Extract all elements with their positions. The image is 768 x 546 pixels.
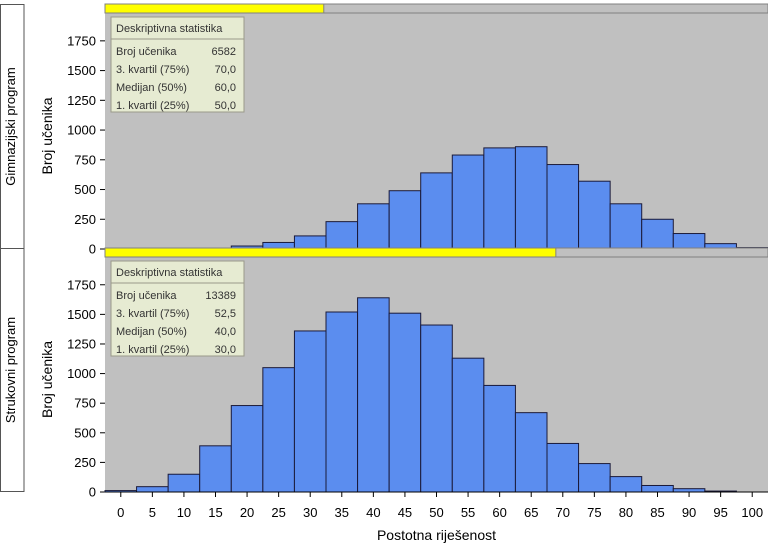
stats-row-value: 50,0 bbox=[215, 100, 236, 112]
y-tick-label: 1250 bbox=[67, 336, 96, 351]
x-tick-label: 60 bbox=[492, 505, 506, 520]
stats-title: Deskriptivna statistika bbox=[116, 267, 223, 279]
histogram-bar bbox=[483, 147, 516, 250]
stats-row-label: 3. kvartil (75%) bbox=[116, 64, 189, 76]
x-tick-label: 30 bbox=[303, 505, 317, 520]
x-tick-label: 25 bbox=[271, 505, 285, 520]
histogram-bar bbox=[514, 146, 548, 250]
histogram-bar bbox=[325, 311, 359, 493]
histogram-bar bbox=[451, 154, 485, 250]
x-tick-label: 85 bbox=[650, 505, 664, 520]
stats-row-label: 3. kvartil (75%) bbox=[116, 308, 189, 320]
x-tick-label: 0 bbox=[117, 505, 124, 520]
stats-row-label: Broj učenika bbox=[116, 46, 177, 58]
stats-box bbox=[110, 260, 245, 357]
y-tick-label: 1500 bbox=[67, 63, 96, 78]
y-tick-label: 500 bbox=[74, 182, 96, 197]
histogram-bar bbox=[167, 473, 201, 493]
x-tick-label: 80 bbox=[619, 505, 633, 520]
histogram-bar bbox=[420, 172, 453, 250]
stats-row-value: 13389 bbox=[205, 290, 236, 302]
y-axis-title: Broj učenika bbox=[39, 97, 55, 174]
histogram-bar bbox=[325, 221, 359, 250]
progress-fill bbox=[104, 247, 557, 258]
x-tick-label: 75 bbox=[587, 505, 601, 520]
histogram-bar bbox=[388, 190, 422, 250]
histogram-bar bbox=[357, 297, 390, 493]
x-tick-label: 70 bbox=[556, 505, 570, 520]
stats-row-label: Medijan (50%) bbox=[116, 326, 187, 338]
y-axis-title: Broj učenika bbox=[39, 341, 55, 418]
x-tick-label: 95 bbox=[713, 505, 727, 520]
histogram-bar bbox=[262, 367, 295, 493]
stats-row-value: 60,0 bbox=[215, 82, 236, 94]
histogram-bar bbox=[293, 330, 327, 493]
histogram-bar bbox=[388, 312, 422, 493]
histogram-bar bbox=[357, 203, 390, 250]
histogram-bar bbox=[546, 442, 580, 493]
histogram-bar bbox=[578, 463, 611, 493]
x-tick-label: 15 bbox=[208, 505, 222, 520]
y-tick-label: 1750 bbox=[67, 277, 96, 292]
stats-title: Deskriptivna statistika bbox=[116, 23, 223, 35]
histogram-bar bbox=[641, 484, 674, 493]
histogram-bar bbox=[420, 324, 453, 493]
stats-box bbox=[110, 16, 245, 113]
stats-row-label: Broj učenika bbox=[116, 290, 177, 302]
histogram-bar bbox=[483, 384, 516, 493]
x-axis-title: Postotna riješenost bbox=[377, 527, 496, 543]
histogram-bar bbox=[609, 203, 643, 250]
histogram-bar bbox=[293, 235, 327, 250]
row-label: Gimnazijski program bbox=[3, 67, 18, 185]
y-tick-label: 250 bbox=[74, 455, 96, 470]
histogram-bar bbox=[199, 445, 232, 493]
y-tick-label: 1000 bbox=[67, 123, 96, 138]
y-tick-label: 750 bbox=[74, 396, 96, 411]
y-tick-label: 0 bbox=[89, 485, 96, 500]
y-tick-label: 500 bbox=[74, 425, 96, 440]
stats-row-label: Medijan (50%) bbox=[116, 82, 187, 94]
stats-row-label: 1. kvartil (25%) bbox=[116, 100, 189, 112]
row-label: Strukovni program bbox=[3, 317, 18, 423]
stats-row-value: 30,0 bbox=[215, 344, 236, 356]
x-tick-label: 50 bbox=[429, 505, 443, 520]
histogram-bar bbox=[451, 357, 485, 493]
x-tick-label: 10 bbox=[177, 505, 191, 520]
stats-row-label: 1. kvartil (25%) bbox=[116, 344, 189, 356]
stats-row-value: 70,0 bbox=[215, 64, 236, 76]
histogram-bar bbox=[609, 476, 643, 493]
y-tick-label: 1500 bbox=[67, 307, 96, 322]
x-tick-label: 5 bbox=[149, 505, 156, 520]
histogram-bar bbox=[514, 412, 548, 493]
x-tick-label: 100 bbox=[741, 505, 763, 520]
histogram-bar bbox=[672, 233, 706, 250]
x-tick-label: 65 bbox=[524, 505, 538, 520]
panel-2: Strukovni program Broj učenika 0 250 500 750 1… bbox=[3, 247, 768, 500]
progress-fill bbox=[104, 3, 325, 14]
histogram-bar bbox=[546, 164, 580, 250]
y-tick-label: 1750 bbox=[67, 33, 96, 48]
stats-row-value: 52,5 bbox=[215, 308, 236, 320]
y-tick-label: 750 bbox=[74, 152, 96, 167]
x-tick-label: 55 bbox=[461, 505, 475, 520]
histogram-bar bbox=[230, 405, 264, 493]
x-tick-label: 45 bbox=[398, 505, 412, 520]
histogram-bar bbox=[578, 180, 611, 250]
panel-1: Gimnazijski program Broj učenika 0 250 500 75… bbox=[3, 3, 768, 257]
x-tick-label: 90 bbox=[682, 505, 696, 520]
stats-row-value: 6582 bbox=[212, 46, 236, 58]
y-tick-label: 1000 bbox=[67, 366, 96, 381]
y-tick-label: 250 bbox=[74, 212, 96, 227]
histogram-bar bbox=[136, 486, 169, 493]
x-tick-label: 40 bbox=[366, 505, 380, 520]
x-tick-label: 20 bbox=[240, 505, 254, 520]
y-tick-label: 0 bbox=[89, 242, 96, 257]
stats-row-value: 40,0 bbox=[215, 326, 236, 338]
histogram-bar bbox=[641, 218, 674, 250]
x-tick-label: 35 bbox=[335, 505, 349, 520]
y-tick-label: 1250 bbox=[67, 93, 96, 108]
